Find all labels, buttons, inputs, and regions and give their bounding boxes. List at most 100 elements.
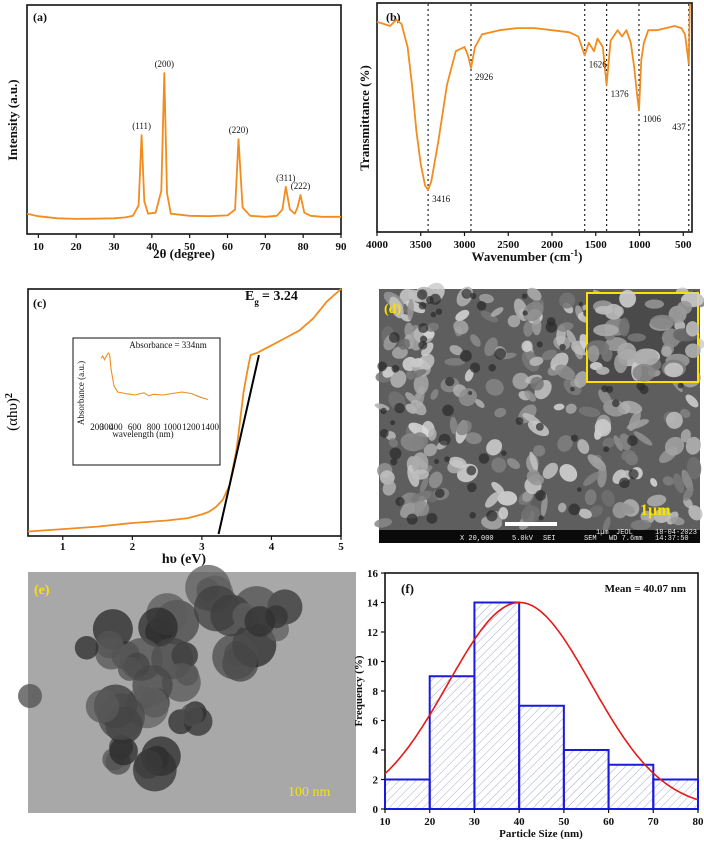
- sem-grain: [382, 480, 396, 496]
- sem-inset-grain: [650, 314, 675, 330]
- tem-particle: [132, 747, 177, 792]
- sem-grain: [388, 438, 399, 448]
- sem-pore: [570, 434, 579, 442]
- y-tick-label: 12: [367, 627, 379, 639]
- hist-xlabel: Particle Size (nm): [499, 828, 583, 840]
- panel-b-frame: [376, 2, 693, 233]
- sem-grain: [418, 353, 435, 371]
- sem-footer-text: 5.0kV: [512, 535, 534, 543]
- sem-pore: [394, 402, 405, 414]
- sem-grain: [414, 392, 422, 400]
- sem-pore: [545, 321, 558, 333]
- sem-pore: [438, 433, 451, 446]
- sem-pore: [515, 417, 524, 425]
- y-tick-label: 2: [373, 775, 379, 787]
- x-tick-label: 40: [146, 241, 158, 253]
- sem-grain: [522, 301, 544, 322]
- sem-grain: [541, 349, 557, 361]
- sem-footer-text: JEOL: [616, 529, 633, 537]
- sem-pore: [416, 289, 428, 300]
- histogram-bar-fill: [608, 764, 654, 809]
- sem-grain: [559, 464, 578, 482]
- sem-grain: [449, 345, 463, 356]
- sem-grain: [619, 503, 635, 515]
- sem-grain: [390, 370, 407, 388]
- y-tick-label: 0: [373, 804, 379, 816]
- peak-label: (111): [132, 121, 151, 131]
- panel-a: (a) (111) (200) (220) (311)(222) 10 20 30 40 50…: [5, 4, 348, 261]
- x-tick-label: 1000: [629, 239, 652, 251]
- sem-grain: [490, 307, 504, 317]
- histogram-bar-fill: [653, 779, 698, 809]
- inset-x-tick-label: 300: [100, 422, 114, 432]
- sem-grain: [408, 369, 427, 379]
- sem-grain: [408, 422, 430, 438]
- sem-grain: [485, 378, 504, 396]
- sem-grain: [566, 329, 577, 346]
- sem-inset-grain: [627, 333, 646, 342]
- sem-grain: [465, 432, 482, 445]
- panel-f-letter: (f): [401, 581, 414, 596]
- x-tick-label: 90: [336, 241, 348, 253]
- sem-pore: [445, 376, 455, 387]
- sem-pore: [501, 450, 507, 456]
- sem-grain: [527, 287, 542, 301]
- sem-pore: [536, 341, 543, 348]
- sem-pore: [476, 300, 487, 311]
- sem-pore: [535, 490, 546, 501]
- tauc-xlabel: hυ (eV): [162, 552, 207, 567]
- sem-grain: [542, 462, 559, 479]
- sem-grain: [555, 364, 576, 380]
- sem-grain: [683, 486, 694, 501]
- sem-grain: [688, 505, 703, 521]
- sem-pore: [469, 511, 476, 519]
- sem-pore: [603, 446, 610, 453]
- bandgap-subscript: g: [254, 297, 259, 307]
- sem-grain: [673, 473, 685, 494]
- x-tick-label: 2: [130, 541, 136, 553]
- x-tick-label: 500: [675, 239, 692, 251]
- sem-pore: [377, 361, 387, 372]
- sem-grain: [456, 420, 472, 436]
- inset-title: Absorbance = 334nm: [129, 340, 207, 350]
- tem-particle: [95, 630, 124, 659]
- sem-grain: [419, 475, 429, 494]
- inset-x-tick-label: 600: [128, 422, 142, 432]
- sem-grain: [491, 481, 505, 494]
- sem-inset-grain: [661, 346, 672, 357]
- sem-grain: [498, 507, 509, 520]
- x-tick-label: 1500: [585, 239, 608, 251]
- sem-grain: [526, 469, 541, 483]
- x-tick-label: 5: [338, 541, 344, 553]
- sem-grain: [398, 338, 411, 350]
- sem-pore: [434, 488, 445, 499]
- sem-pore: [419, 335, 428, 343]
- x-tick-label: 50: [184, 241, 196, 253]
- sem-pore: [470, 292, 477, 300]
- sem-pore: [391, 364, 400, 373]
- sem-pore: [469, 362, 481, 373]
- sem-grain: [681, 469, 694, 492]
- sem-footer: [379, 530, 700, 543]
- sem-grain: [374, 518, 393, 528]
- tem-particle: [244, 606, 276, 637]
- histogram-bar-fill: [429, 676, 475, 809]
- sem-grain: [533, 444, 546, 457]
- peak-wavenumber-label: 1626: [589, 59, 608, 69]
- sem-pore: [389, 447, 402, 460]
- sem-pore: [418, 323, 429, 334]
- sem-footer-text: 18-04-2023: [655, 529, 697, 537]
- sem-pore: [601, 385, 609, 393]
- sem-inset-grain: [587, 345, 600, 363]
- sem-grain: [594, 418, 612, 437]
- histogram-bar-fill: [563, 750, 609, 809]
- sem-pore: [521, 293, 528, 299]
- sem-grain: [529, 451, 538, 472]
- x-tick-label: 80: [693, 816, 704, 828]
- ftir-xlabel-group: Wavenumber (cm-1): [472, 248, 583, 264]
- ftir-line: [376, 4, 692, 191]
- ftir-xlabel-text: Wavenumber (cm: [472, 249, 571, 264]
- sem-grain: [410, 491, 432, 503]
- inset-ylabel: Absorbance (a.u.): [76, 361, 86, 425]
- bandgap-E: E: [245, 289, 254, 304]
